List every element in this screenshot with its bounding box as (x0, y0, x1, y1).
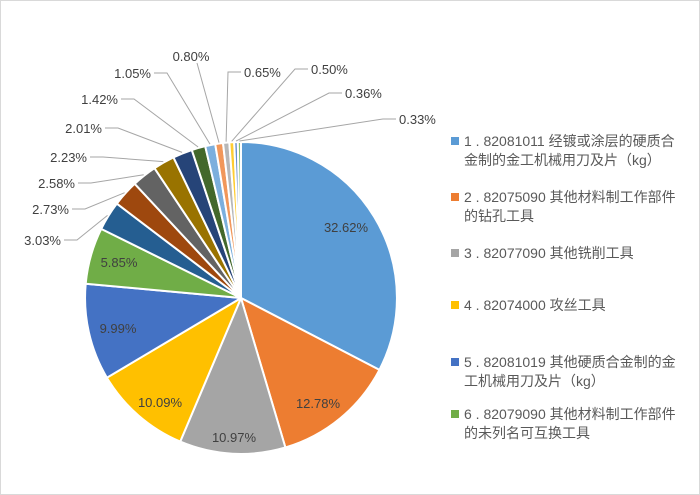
legend-item-3: 3 . 82077090 其他铣削工具 (451, 244, 688, 263)
leader-line-16 (231, 68, 308, 142)
leader-line-15 (225, 71, 241, 142)
data-label-12: 1.42% (81, 92, 118, 107)
legend-label-1: 1 . 82081011 经镀或涂层的硬质合金制的金工机械用刀及片（kg） (464, 133, 675, 168)
data-label-1: 32.62% (324, 220, 369, 235)
legend-color-swatch-3 (451, 249, 459, 257)
data-label-10: 2.23% (50, 150, 87, 165)
data-label-16: 0.50% (311, 62, 348, 77)
leader-line-14 (196, 62, 220, 143)
data-label-8: 2.73% (32, 202, 69, 217)
legend-color-swatch-4 (451, 301, 459, 309)
data-label-9: 2.58% (38, 176, 75, 191)
legend-label-5: 5 . 82081019 其他硬质合金制的金工机械用刀及片（kg） (464, 354, 676, 389)
leader-line-9 (78, 174, 144, 184)
data-label-7: 3.03% (24, 233, 61, 248)
leader-line-11 (105, 127, 183, 153)
data-label-18: 0.33% (399, 112, 436, 127)
legend-label-4: 4 . 82074000 攻丝工具 (464, 297, 606, 313)
leader-line-13 (154, 72, 211, 145)
pie-slice-1 (240, 141, 398, 371)
leader-line-8 (72, 192, 125, 210)
legend-color-swatch-1 (451, 137, 459, 145)
data-label-17: 0.36% (345, 86, 382, 101)
legend-item-6: 6 . 82079090 其他材料制工作部件的未列名可互换工具 (451, 405, 688, 443)
pie-slice-2 (240, 297, 381, 449)
legend-color-swatch-5 (451, 358, 459, 366)
legend-item-4: 4 . 82074000 攻丝工具 (451, 296, 688, 315)
data-label-15: 0.65% (244, 65, 281, 80)
leader-line-10 (90, 156, 164, 163)
data-label-4: 10.09% (138, 395, 183, 410)
pie-slice-3 (179, 297, 287, 455)
leader-line-18 (239, 118, 396, 142)
data-label-3: 10.97% (212, 430, 257, 445)
data-label-6: 5.85% (101, 255, 138, 270)
legend-item-2: 2 . 82075090 其他材料制工作部件的钻孔工具 (451, 188, 688, 226)
legend-label-2: 2 . 82075090 其他材料制工作部件的钻孔工具 (464, 189, 676, 224)
data-label-13: 1.05% (114, 66, 151, 81)
data-label-11: 2.01% (65, 121, 102, 136)
data-label-5: 9.99% (100, 321, 137, 336)
pie-slice-18 (236, 140, 242, 299)
leader-line-7 (64, 215, 108, 241)
legend-color-swatch-2 (451, 193, 459, 201)
legend-label-6: 6 . 82079090 其他材料制工作部件的未列名可互换工具 (464, 406, 676, 441)
legend-label-3: 3 . 82077090 其他铣削工具 (464, 245, 634, 261)
leader-line-12 (121, 98, 199, 148)
pie-slice-5 (84, 282, 242, 379)
pie-slice-4 (105, 297, 242, 443)
data-label-14: 0.80% (173, 49, 210, 64)
legend-color-swatch-6 (451, 410, 459, 418)
data-label-2: 12.78% (296, 396, 341, 411)
leader-line-17 (235, 92, 342, 142)
legend-item-5: 5 . 82081019 其他硬质合金制的金工机械用刀及片（kg） (451, 353, 688, 391)
legend-item-1: 1 . 82081011 经镀或涂层的硬质合金制的金工机械用刀及片（kg） (451, 132, 688, 170)
